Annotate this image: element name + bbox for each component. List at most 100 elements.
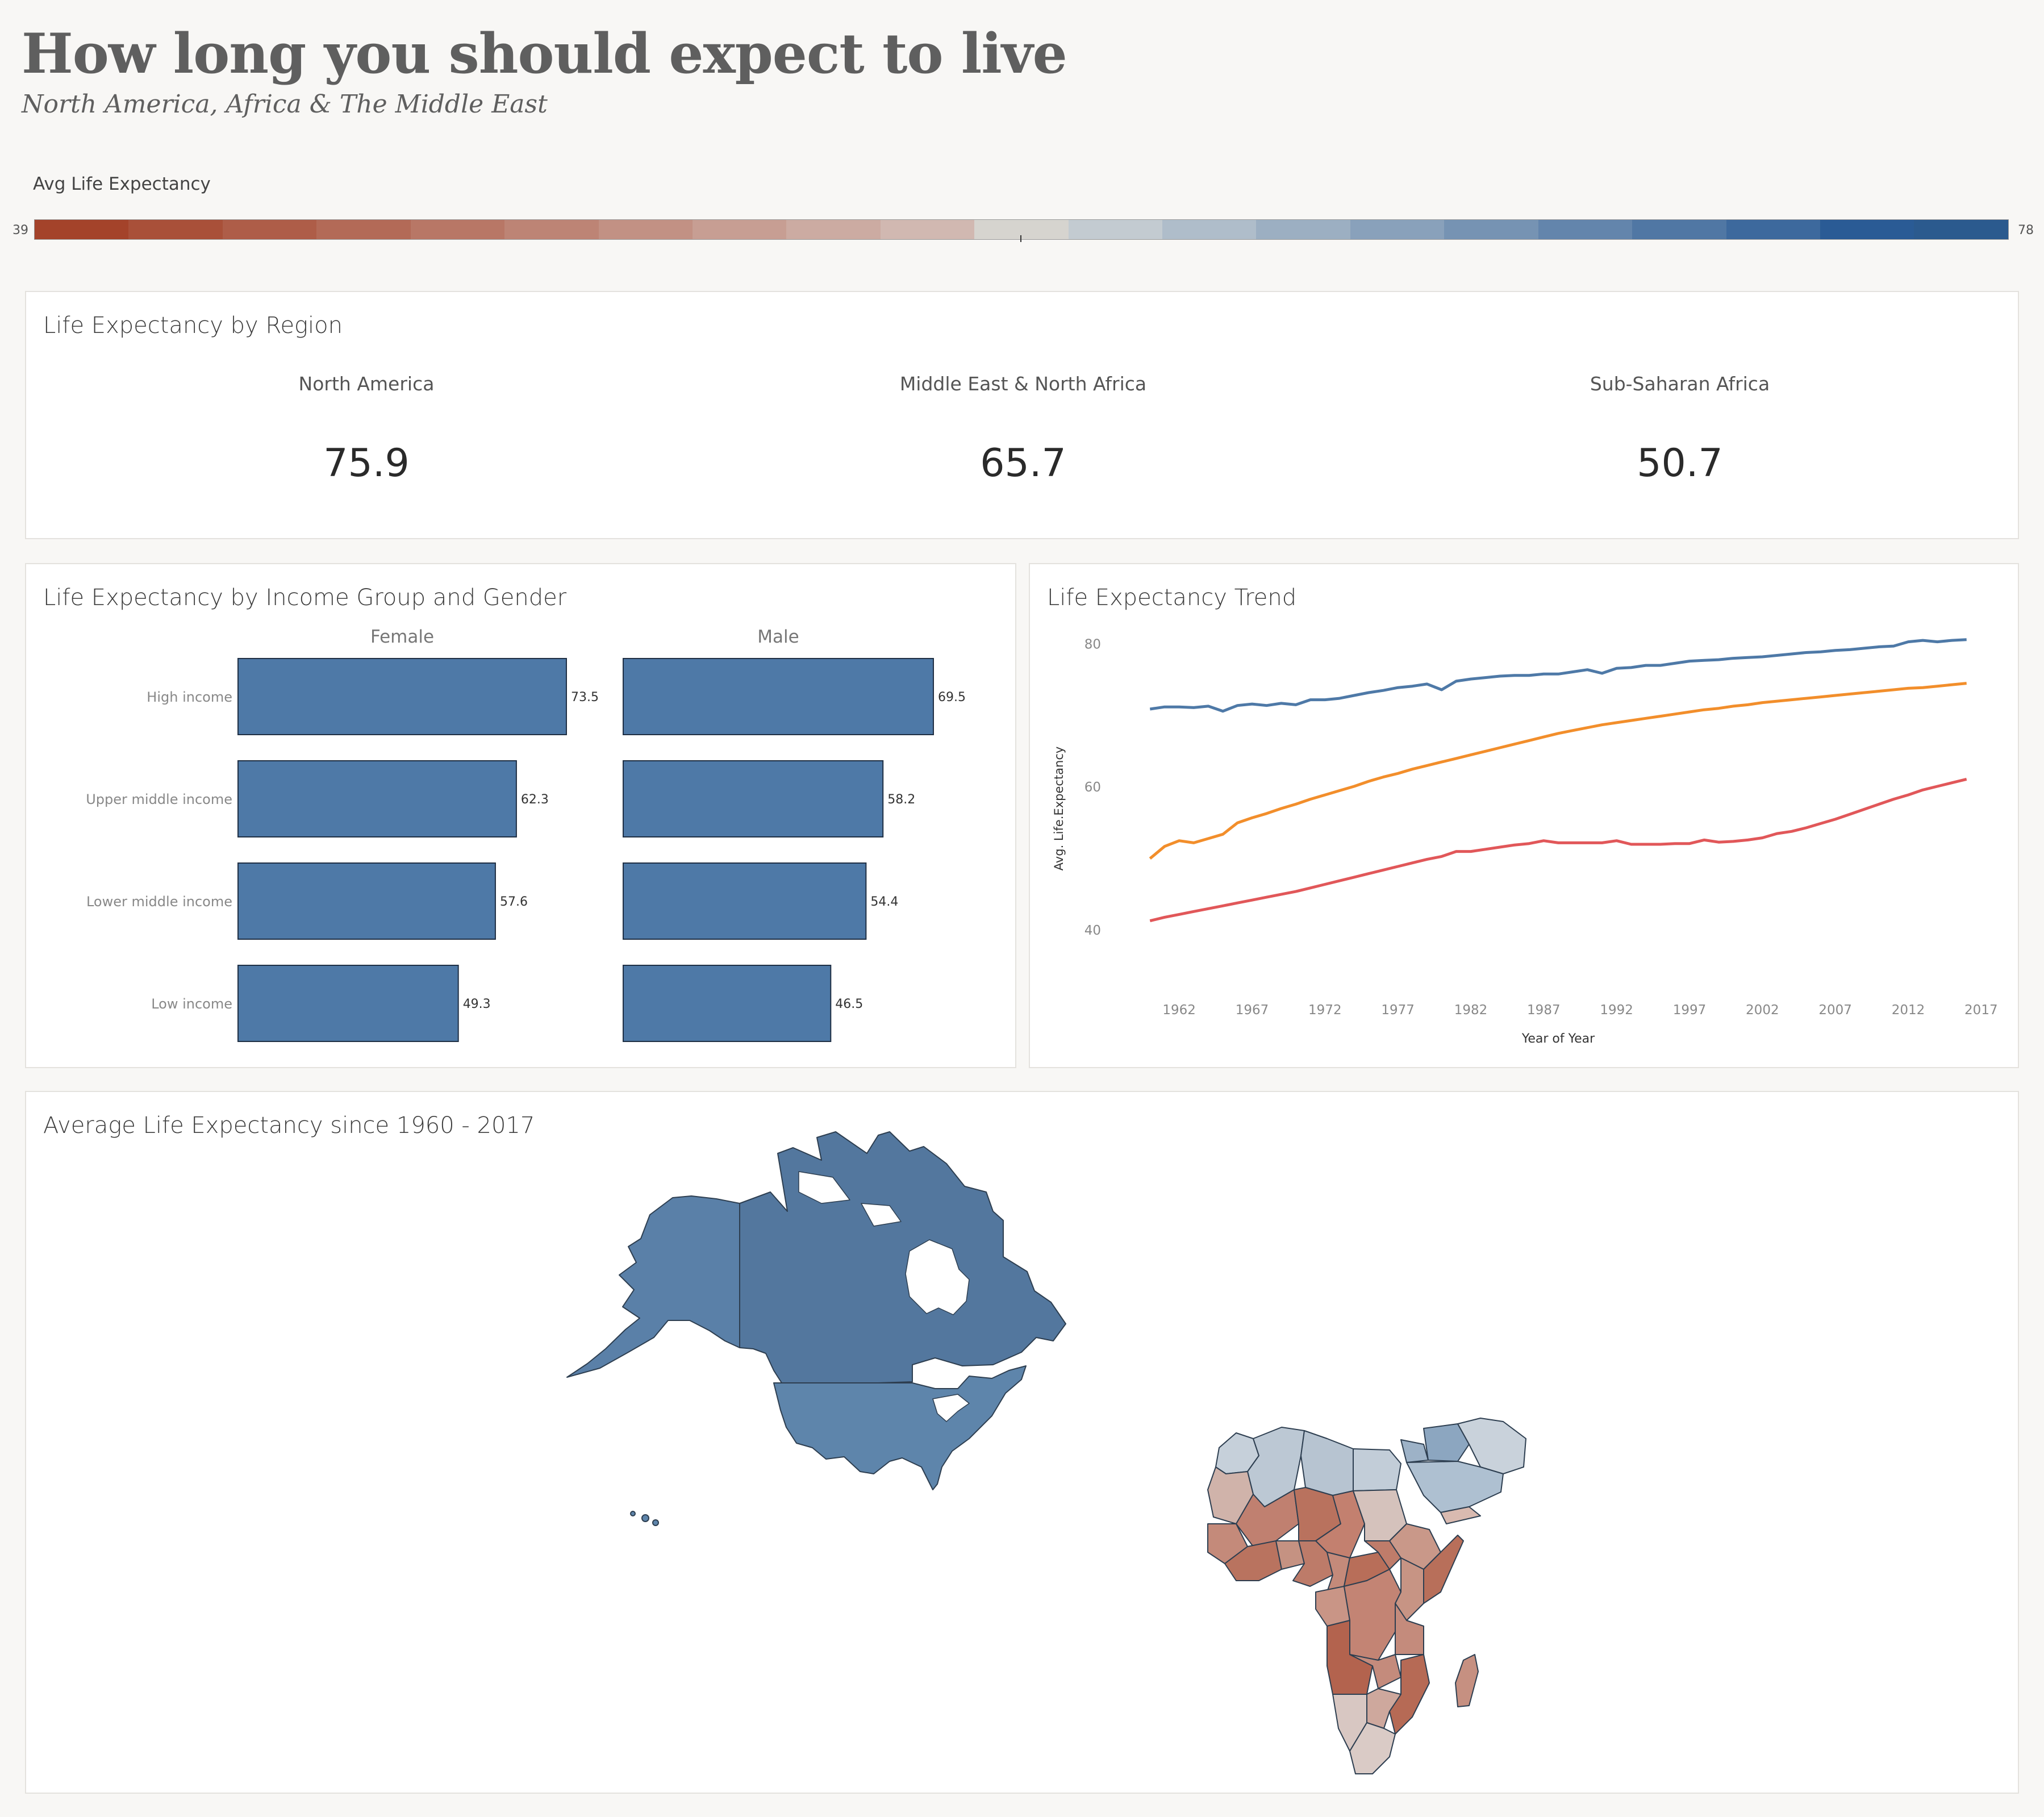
legend-swatch: [692, 220, 787, 239]
bar-value-label: 58.2: [887, 793, 915, 807]
map-south-sudan[interactable]: [1364, 1540, 1401, 1570]
bar-category-label: Lower middle income: [86, 894, 232, 910]
map-hawaii-2[interactable]: [641, 1514, 649, 1522]
legend-swatch: [410, 220, 505, 239]
income-gender-panel: Life Expectancy by Income Group and Gend…: [25, 563, 1016, 1068]
bar[interactable]: [623, 965, 832, 1042]
map-arctic-channel-2: [861, 1203, 902, 1227]
bar[interactable]: [237, 965, 459, 1042]
trend-panel: Life Expectancy Trend 40 60 80 1962 1967 1972…: [1029, 563, 2019, 1068]
map-libya[interactable]: [1300, 1430, 1354, 1496]
bar-category-label: Upper middle income: [86, 791, 232, 807]
bar-value-label: 49.3: [463, 997, 491, 1011]
x-tick-label: 1977: [1381, 1003, 1415, 1018]
bar[interactable]: [623, 760, 884, 837]
bar-panel-header: Female: [370, 627, 434, 647]
legend-swatch: [504, 220, 599, 239]
income-gender-bar-chart: Female 73.5 62.3 57.6 49.3 Male 69.5 58.2 54.4 46…: [86, 627, 966, 1042]
trend-title: Life Expectancy Trend: [1047, 585, 1297, 611]
legend-swatch: [880, 220, 975, 239]
region-kpi-title: Life Expectancy by Region: [43, 312, 343, 339]
map-hudson-bay: [905, 1239, 970, 1315]
trend-line[interactable]: [1149, 682, 1967, 860]
x-tick-label: 1962: [1162, 1003, 1196, 1018]
trend-line[interactable]: [1149, 638, 1967, 713]
legend-swatch: [1820, 220, 1914, 239]
legend-swatch: [1068, 220, 1163, 239]
map-canada[interactable]: [739, 1131, 1066, 1383]
map-united-states[interactable]: [773, 1365, 1027, 1490]
map-mali[interactable]: [1236, 1489, 1299, 1547]
bar[interactable]: [623, 658, 934, 735]
legend-swatch: [598, 220, 693, 239]
color-legend-max: 78: [2018, 223, 2034, 237]
bar-category-label: High income: [147, 689, 232, 705]
color-legend-marker: [1020, 235, 1021, 242]
map-south-africa[interactable]: [1349, 1722, 1396, 1774]
legend-swatch: [1350, 220, 1445, 239]
kpi-label-middle-east: Middle East & North Africa: [899, 373, 1147, 395]
color-legend-min: 39: [12, 223, 28, 237]
dashboard-title: How long you should expect to live: [22, 22, 1067, 86]
x-tick-label: 1992: [1600, 1003, 1633, 1018]
x-tick-label: 1987: [1527, 1003, 1561, 1018]
legend-swatch: [1444, 220, 1538, 239]
bar[interactable]: [237, 862, 496, 940]
map-arctic-channel: [798, 1171, 850, 1204]
legend-swatch: [316, 220, 411, 239]
bar[interactable]: [237, 658, 567, 735]
map-madagascar[interactable]: [1455, 1654, 1479, 1707]
y-tick-label: 40: [1084, 923, 1101, 938]
map-alaska[interactable]: [566, 1195, 740, 1378]
kpi-label-north-america: North America: [298, 373, 435, 395]
x-tick-label: 2012: [1892, 1003, 1925, 1018]
map-angola[interactable]: [1326, 1620, 1373, 1695]
y-tick-label: 80: [1084, 637, 1101, 652]
map-great-lakes: [932, 1394, 970, 1422]
map-yemen[interactable]: [1440, 1506, 1481, 1524]
map-nigeria[interactable]: [1292, 1540, 1333, 1587]
income-gender-title: Life Expectancy by Income Group and Gend…: [43, 585, 567, 611]
x-tick-label: 2017: [1964, 1003, 1998, 1018]
legend-swatch: [786, 220, 881, 239]
kpi-label-sub-saharan-africa: Sub-Saharan Africa: [1590, 373, 1770, 395]
bar[interactable]: [237, 760, 517, 837]
kpi-value-sub-saharan-africa[interactable]: 50.7: [1637, 441, 1723, 486]
legend-swatch: [222, 220, 317, 239]
bar-value-label: 69.5: [938, 690, 966, 705]
kpi-value-north-america[interactable]: 75.9: [323, 441, 410, 486]
color-legend-bar: [34, 219, 2009, 240]
map-iraq[interactable]: [1423, 1423, 1470, 1462]
trend-line[interactable]: [1149, 777, 1967, 923]
bar[interactable]: [623, 862, 867, 940]
bar-value-label: 57.6: [500, 895, 528, 909]
kpi-value-middle-east[interactable]: 65.7: [980, 441, 1066, 486]
dashboard-subtitle: North America, Africa & The Middle East: [22, 90, 548, 119]
legend-swatch: [1162, 220, 1257, 239]
x-tick-label: 1982: [1454, 1003, 1488, 1018]
map-hawaii[interactable]: [630, 1511, 636, 1516]
map-hawaii-3[interactable]: [652, 1519, 659, 1526]
map-levant[interactable]: [1400, 1439, 1429, 1463]
bar-value-label: 62.3: [521, 793, 549, 807]
legend-swatch: [128, 220, 223, 239]
bar-value-label: 54.4: [870, 895, 898, 909]
legend-swatch: [1256, 220, 1350, 239]
map-saudi-arabia[interactable]: [1406, 1461, 1504, 1513]
x-tick-label: 2007: [1818, 1003, 1852, 1018]
legend-swatch: [1538, 220, 1633, 239]
region-kpi-panel: Life Expectancy by Region North America …: [25, 291, 2019, 539]
x-tick-label: 2002: [1746, 1003, 1779, 1018]
x-tick-label: 1997: [1673, 1003, 1707, 1018]
bar-panel-header: Male: [757, 627, 799, 647]
x-axis-title: Year of Year: [1521, 1032, 1595, 1046]
bar-value-label: 73.5: [571, 690, 599, 705]
choropleth-map: [566, 1131, 1526, 1774]
map-iran[interactable]: [1457, 1418, 1526, 1474]
legend-swatch: [1726, 220, 1821, 239]
map-egypt[interactable]: [1353, 1448, 1401, 1491]
legend-swatch: [1632, 220, 1726, 239]
y-axis-title: Avg. Life.Expectancy: [1052, 747, 1066, 871]
color-legend-title: Avg Life Expectancy: [33, 174, 211, 194]
bar-value-label: 46.5: [835, 997, 863, 1011]
